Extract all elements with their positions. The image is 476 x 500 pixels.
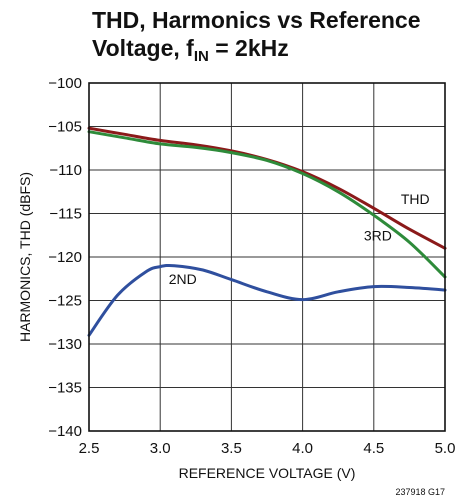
y-tick-label: −120	[48, 249, 82, 266]
title-line2-suffix: = 2kHz	[208, 35, 289, 61]
x-tick-label: 3.0	[150, 440, 171, 457]
y-tick-label: −130	[48, 336, 82, 353]
annotation-3rd: 3RD	[364, 227, 392, 243]
x-axis-label: REFERENCE VOLTAGE (V)	[179, 465, 356, 481]
y-axis-label: HARMONICS, THD (dBFS)	[17, 172, 33, 342]
annotation-thd: THD	[401, 191, 430, 207]
x-tick-label: 4.0	[292, 440, 313, 457]
y-tick-label: −125	[48, 293, 82, 310]
title-line2-subscript: IN	[193, 48, 209, 65]
plot-frame	[88, 82, 446, 432]
figure-code: 237918 G17	[395, 487, 445, 497]
x-tick-label: 4.5	[363, 440, 384, 457]
grid-lines	[89, 83, 445, 431]
series-line-3rd	[87, 130, 447, 279]
chart-title-line1: THD, Harmonics vs Reference	[92, 7, 421, 33]
chart-title-line2: Voltage, fIN = 2kHz	[92, 34, 421, 66]
series-lines	[87, 126, 447, 337]
y-tick-label: −115	[49, 206, 82, 223]
x-tick-label: 5.0	[435, 440, 456, 457]
y-tick-label: −110	[49, 162, 82, 179]
series-line-2nd	[87, 263, 447, 337]
title-line2-prefix: Voltage, f	[92, 35, 194, 61]
y-tick-label: −100	[48, 75, 82, 92]
annotation-2nd: 2ND	[169, 271, 197, 287]
series-annotations: THD 3RD 2ND	[169, 191, 430, 287]
x-tick-label: 2.5	[79, 440, 100, 457]
y-tick-label: −140	[48, 423, 82, 440]
tick-labels: 2.5 3.0 3.5 4.0 4.5 5.0 −100 −105 −110 −115 −120 −1…	[48, 75, 455, 457]
y-tick-label: −135	[48, 380, 82, 397]
chart-title: THD, Harmonics vs Reference Voltage, fIN…	[92, 6, 421, 66]
x-tick-label: 3.5	[221, 440, 242, 457]
y-tick-label: −105	[48, 119, 82, 136]
